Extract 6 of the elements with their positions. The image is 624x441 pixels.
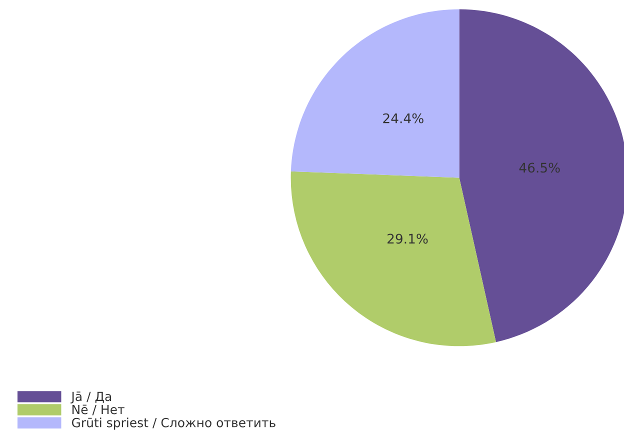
data-label: 46.5% xyxy=(519,162,560,173)
data-label: 29.1% xyxy=(388,234,428,244)
legend-label: Nē / Нет xyxy=(72,404,124,416)
data-label: 24.4% xyxy=(383,113,424,124)
legend-label: Jā / Да xyxy=(70,392,112,404)
legend-label: Grūti spriest / Сложно ответить xyxy=(72,418,276,430)
